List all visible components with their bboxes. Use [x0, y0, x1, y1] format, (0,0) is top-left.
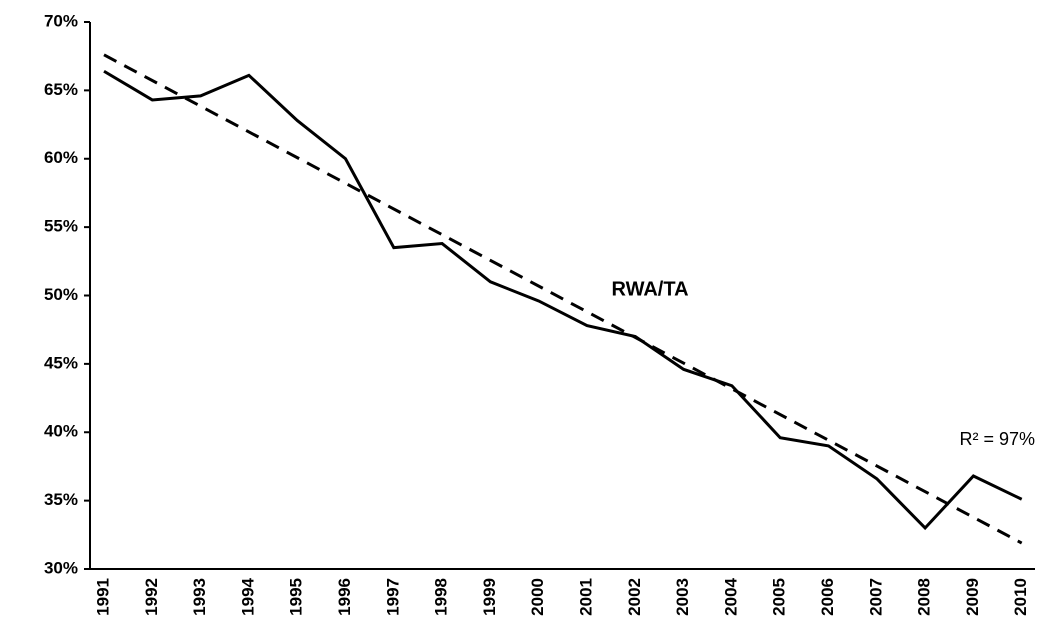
x-tick-label: 2001: [576, 578, 595, 616]
y-tick-label: 50%: [44, 285, 78, 304]
series-label: RWA/TA: [611, 278, 688, 300]
y-tick-label: 60%: [44, 148, 78, 167]
x-tick-label: 2007: [866, 578, 885, 616]
x-tick-label: 2004: [721, 577, 740, 615]
x-tick-label: 1993: [190, 578, 209, 616]
x-tick-label: 2006: [818, 578, 837, 616]
x-tick-label: 1996: [335, 578, 354, 616]
data-line: [103, 69, 1023, 531]
x-tick-label: 1999: [480, 578, 499, 616]
annotation: R² = 97%: [959, 429, 1035, 449]
x-tick-label: 2009: [963, 578, 982, 616]
y-tick-label: 65%: [44, 80, 78, 99]
trend-line: [103, 53, 1023, 545]
x-tick-label: 2010: [1011, 578, 1030, 616]
y-tick-label: 45%: [44, 353, 78, 372]
x-tick-label: 2003: [673, 578, 692, 616]
x-tick-label: 1994: [238, 577, 257, 615]
y-tick-label: 40%: [44, 422, 78, 441]
x-tick-label: 1995: [287, 578, 306, 616]
y-tick-label: 30%: [44, 558, 78, 577]
y-tick-label: 35%: [44, 490, 78, 509]
y-tick-label: 55%: [44, 217, 78, 236]
x-tick-label: 2002: [625, 578, 644, 616]
x-tick-label: 1992: [142, 578, 161, 616]
y-tick-label: 70%: [44, 11, 78, 30]
x-tick-label: 1991: [93, 578, 112, 616]
x-tick-label: 2000: [528, 578, 547, 616]
x-tick-label: 2008: [915, 578, 934, 616]
x-tick-label: 2005: [770, 578, 789, 616]
x-tick-label: 1998: [432, 578, 451, 616]
x-tick-label: 1997: [383, 578, 402, 616]
